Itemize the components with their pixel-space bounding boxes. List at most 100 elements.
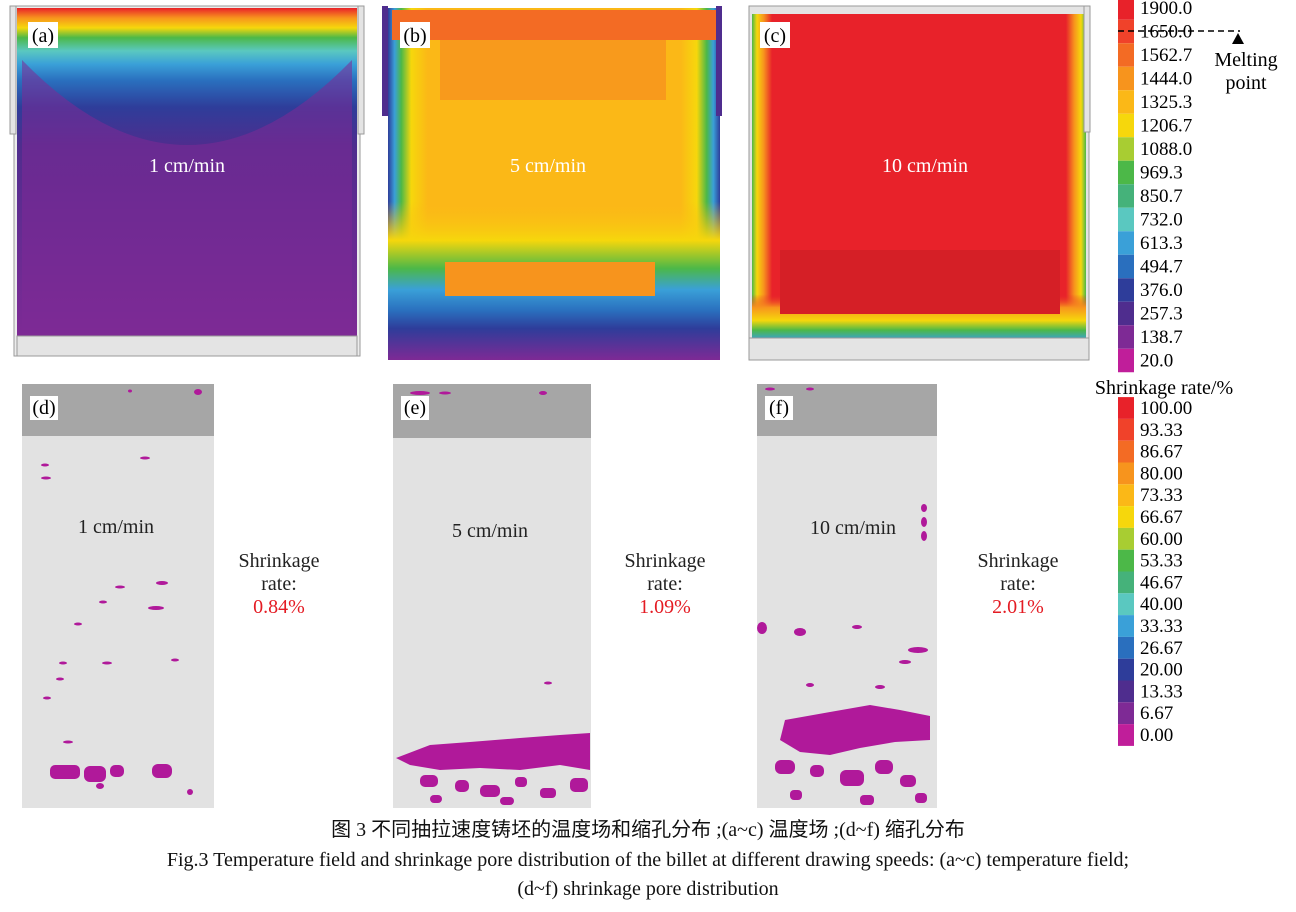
shrinkage-legend-label: 40.00	[1140, 594, 1183, 615]
pore-cluster	[396, 391, 590, 805]
panel-d-speed: 1 cm/min	[78, 516, 154, 538]
shrinkage-legend-swatch	[1118, 636, 1134, 659]
temperature-legend-label: 850.7	[1140, 186, 1183, 207]
temperature-legend-swatch	[1118, 19, 1134, 44]
shrinkage-legend-swatch	[1118, 702, 1134, 725]
panel-b-tag: (b)	[403, 25, 426, 47]
shrinkage-legend-label: 0.00	[1140, 725, 1173, 746]
temperature-legend-label: 1900.0	[1140, 0, 1192, 19]
shrinkage-legend-swatch	[1118, 549, 1134, 572]
shrinkage-legend-swatch	[1118, 658, 1134, 681]
shrinkage-legend-swatch	[1118, 593, 1134, 616]
shrinkage-legend-label: 20.00	[1140, 660, 1183, 681]
pore-cluster	[757, 387, 930, 805]
caption-chinese: 图 3 不同抽拉速度铸坯的温度场和缩孔分布 ;(a~c) 温度场 ;(d~f) …	[331, 818, 965, 841]
panel-e-shrinkage-value: 1.09%	[639, 596, 691, 618]
caption-english-line-2: (d~f) shrinkage pore distribution	[517, 878, 778, 900]
shrinkage-legend-label: 86.67	[1140, 442, 1183, 463]
shrinkage-legend-label: 93.33	[1140, 420, 1183, 441]
shrinkage-legend-label: 53.33	[1140, 551, 1183, 572]
temperature-legend-swatch	[1118, 113, 1134, 138]
shrinkage-legend-swatch	[1118, 462, 1134, 485]
temperature-legend-swatch	[1118, 325, 1134, 349]
pore-panel-d: (d) 1 cm/min	[22, 384, 214, 808]
temperature-legend-label: 1444.0	[1140, 69, 1192, 90]
temperature-legend-swatch	[1118, 231, 1134, 255]
panel-d-shrinkage-label-1: Shrinkage	[238, 550, 319, 572]
temperature-legend-swatch	[1118, 90, 1134, 114]
melting-point-label-2: point	[1225, 72, 1267, 94]
panel-c-tag: (c)	[764, 25, 786, 47]
temperature-legend-label: 20.0	[1140, 351, 1173, 372]
temperature-legend-label: 1206.7	[1140, 116, 1192, 137]
temperature-legend-swatch	[1118, 278, 1134, 302]
shrinkage-legend-swatch	[1118, 680, 1134, 703]
shrinkage-legend-swatch	[1118, 506, 1134, 528]
temperature-legend-label: 376.0	[1140, 280, 1183, 301]
panel-e-shrinkage-label-2: rate:	[647, 573, 683, 595]
shrinkage-legend-label: 6.67	[1140, 703, 1173, 724]
temperature-panel-b: (b) 5 cm/min	[382, 6, 722, 360]
temperature-legend-label: 613.3	[1140, 233, 1183, 254]
temperature-legend-label: 138.7	[1140, 327, 1183, 348]
temperature-legend-swatch	[1118, 184, 1134, 208]
melting-point-marker	[1232, 33, 1244, 44]
shrinkage-legend-label: 66.67	[1140, 507, 1183, 528]
panel-d-shrinkage-value: 0.84%	[253, 596, 305, 618]
shrinkage-legend-label: 46.67	[1140, 572, 1183, 593]
panel-f-tag: (f)	[769, 397, 789, 419]
shrinkage-legend-label: 26.67	[1140, 638, 1183, 659]
temperature-legend-swatch	[1118, 137, 1134, 161]
panel-e-speed: 5 cm/min	[452, 520, 528, 542]
panel-d-shrinkage-label-2: rate:	[261, 573, 297, 595]
pore-panel-f: (f) 10 cm/min	[757, 384, 937, 808]
temperature-legend-label: 969.3	[1140, 163, 1183, 184]
temperature-legend-swatch	[1118, 348, 1134, 373]
temperature-legend-label: 1325.3	[1140, 92, 1192, 113]
caption-english-line-1: Fig.3 Temperature field and shrinkage po…	[167, 849, 1129, 871]
temperature-legend-label: 494.7	[1140, 257, 1183, 278]
temperature-legend-swatch	[1118, 0, 1134, 20]
shrinkage-legend-title: Shrinkage rate/%	[1095, 377, 1233, 399]
panel-c-speed: 10 cm/min	[882, 155, 968, 177]
temperature-legend-label: 1562.7	[1140, 45, 1192, 66]
shrinkage-legend-label: 100.00	[1140, 398, 1192, 419]
panel-d-tag: (d)	[32, 397, 55, 419]
temperature-panel-c: (c) 10 cm/min	[748, 5, 1091, 361]
melting-point-label-1: Melting	[1214, 49, 1277, 71]
shrinkage-legend-label: 80.00	[1140, 463, 1183, 484]
temperature-legend-label: 257.3	[1140, 304, 1183, 325]
temperature-legend-label: 732.0	[1140, 210, 1183, 231]
shrinkage-legend-swatch	[1118, 418, 1134, 441]
pore-panel-e: (e) 5 cm/min	[393, 384, 591, 808]
shrinkage-legend-label: 33.33	[1140, 616, 1183, 637]
shrinkage-legend: 100.0093.3386.6780.0073.3366.6760.0053.3…	[1118, 397, 1192, 746]
shrinkage-legend-swatch	[1118, 440, 1134, 463]
shrinkage-legend-swatch	[1118, 484, 1134, 507]
temperature-legend-label: 1088.0	[1140, 139, 1192, 160]
temperature-panel-a: (a) 1 cm/min	[9, 5, 365, 357]
shrinkage-legend-label: 60.00	[1140, 529, 1183, 550]
panel-f-shrinkage-label-1: Shrinkage	[977, 550, 1058, 572]
panel-b-speed: 5 cm/min	[510, 155, 586, 177]
panel-a-speed: 1 cm/min	[149, 155, 225, 177]
panel-f-shrinkage-value: 2.01%	[992, 596, 1044, 618]
panel-e-tag: (e)	[404, 397, 426, 419]
temperature-legend-swatch	[1118, 301, 1134, 326]
temperature-legend-swatch	[1118, 43, 1134, 67]
shrinkage-legend-swatch	[1118, 571, 1134, 594]
temperature-legend-swatch	[1118, 254, 1134, 279]
panel-e-shrinkage-label-1: Shrinkage	[624, 550, 705, 572]
temperature-legend-swatch	[1118, 207, 1134, 232]
panel-f-shrinkage-label-2: rate:	[1000, 573, 1036, 595]
shrinkage-legend-swatch	[1118, 724, 1134, 746]
shrinkage-legend-swatch	[1118, 527, 1134, 550]
panel-a-tag: (a)	[32, 25, 54, 47]
pore-cluster	[41, 389, 202, 795]
shrinkage-legend-swatch	[1118, 397, 1134, 419]
panel-f-speed: 10 cm/min	[810, 517, 896, 539]
temperature-legend-swatch	[1118, 160, 1134, 185]
shrinkage-legend-swatch	[1118, 615, 1134, 637]
shrinkage-legend-label: 73.33	[1140, 485, 1183, 506]
